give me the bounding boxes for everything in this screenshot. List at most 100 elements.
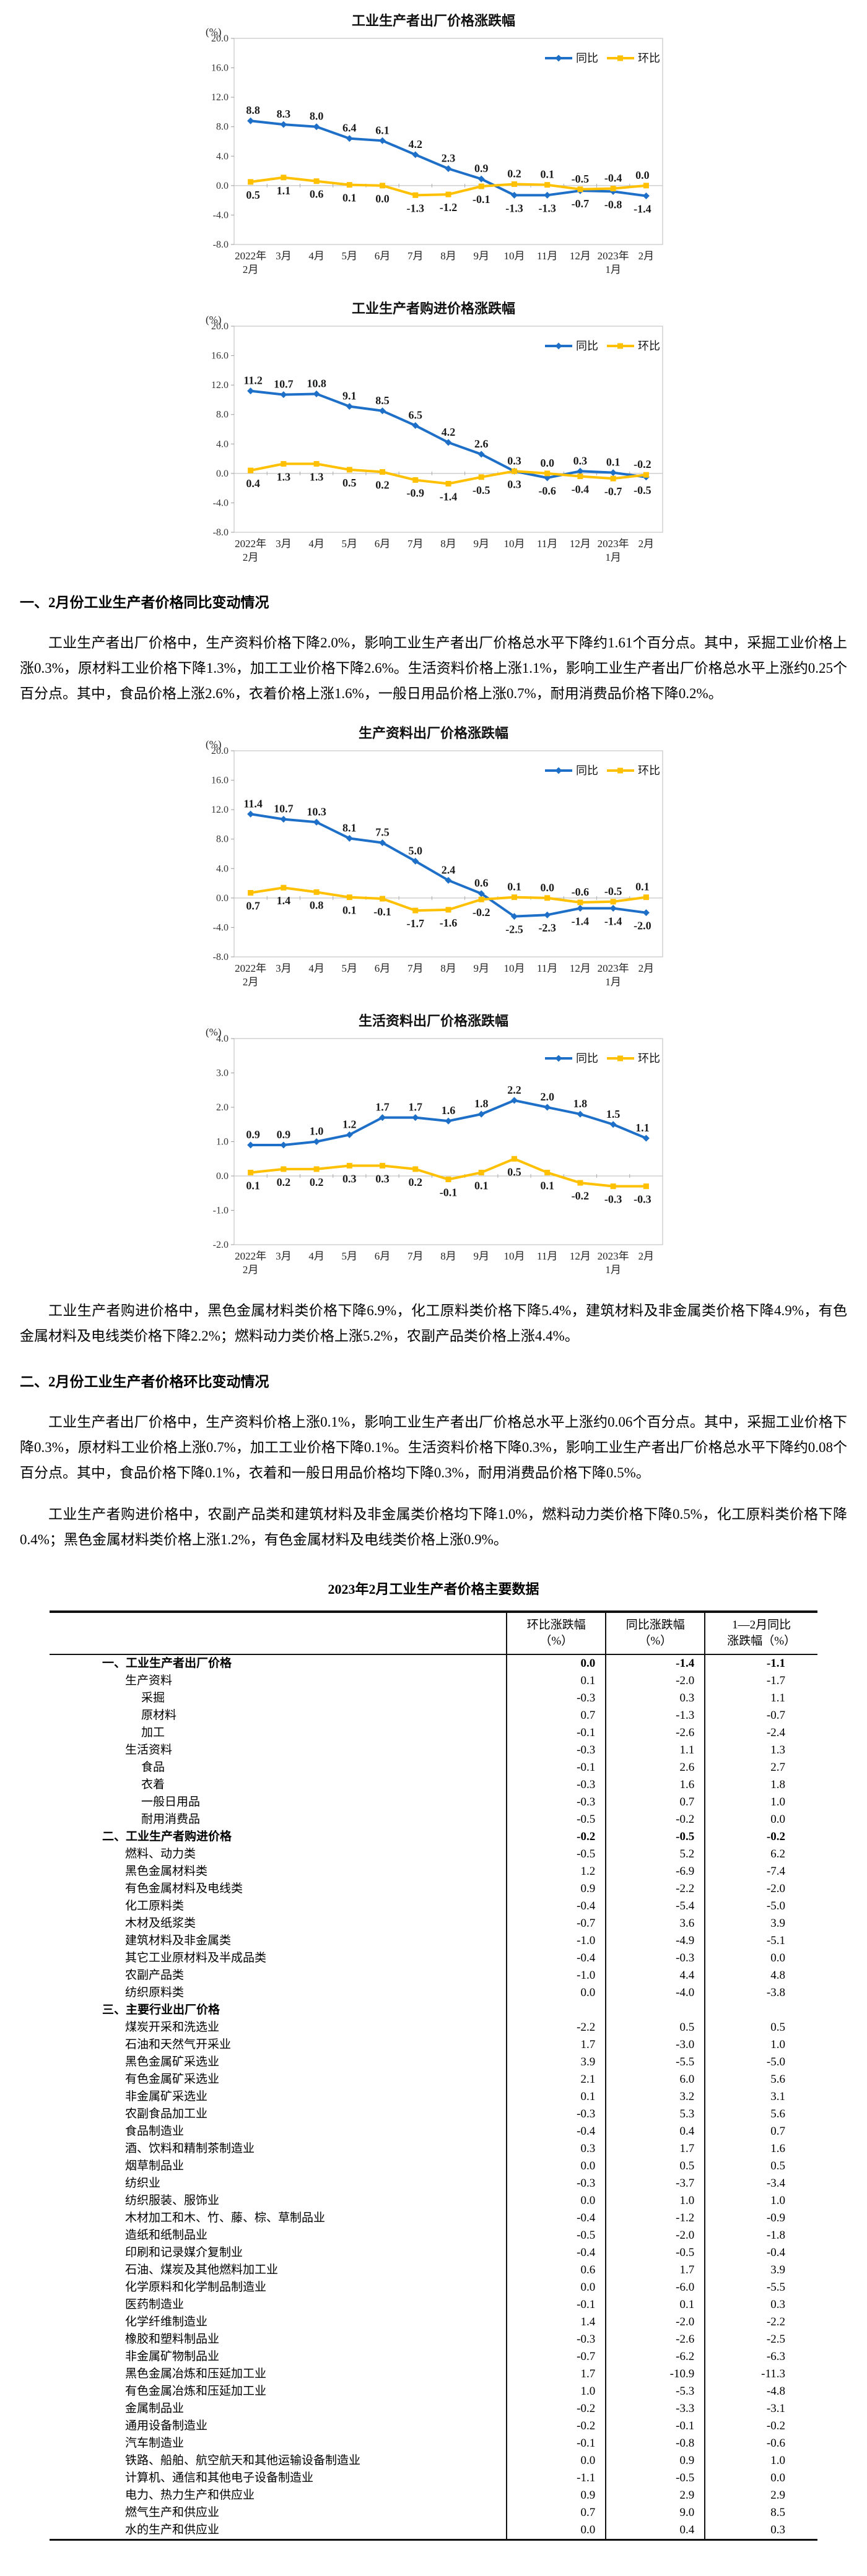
marker-diamond [247, 1141, 255, 1149]
marker-diamond [510, 913, 518, 920]
row-label: 建筑材料及非金属类 [125, 1934, 232, 1947]
data-label-环比: -1.6 [440, 917, 458, 929]
value-cell: -0.4 [506, 1898, 606, 1915]
data-label-同比: -0.5 [634, 484, 651, 496]
data-label-同比: 8.1 [342, 822, 357, 834]
data-label-环比: 0.2 [277, 1176, 291, 1188]
value-cell: -0.5 [506, 1811, 606, 1828]
row-label: 橡胶和塑料制品业 [125, 2333, 220, 2346]
value-cell: -0.2 [704, 2418, 817, 2435]
marker-diamond [247, 117, 255, 124]
chart-inner: (%) 生产资料出厂价格涨跌幅 20.0 16.0 12.0 8.0 4.0 0.0 -4.… [198, 722, 669, 994]
data-label-环比: 0.0 [635, 169, 650, 181]
row-label: 金属制品业 [125, 2402, 185, 2415]
x-tick-label: 5月 [342, 962, 358, 974]
chart-block-ppi-purchase: (%) 工业生产者购进价格涨跌幅 20.0 16.0 12.0 8.0 4.0 0.0 -4… [20, 298, 847, 569]
chart4-canvas: 4.0 3.0 2.0 1.0 0.0 -1.0 -2.0 0.9 0.9 1.0 1.2 1.7 1.… [198, 1031, 669, 1282]
row-label: 有色金属材料及电线类 [125, 1882, 243, 1895]
value-cell: -0.3 [506, 2106, 606, 2123]
marker-diamond [544, 911, 551, 918]
data-label-同比: 6.5 [409, 409, 423, 421]
value-cell: 1.8 [704, 1776, 817, 1794]
y-tick-label: 4.0 [216, 1034, 229, 1044]
value-cell: -6.9 [605, 1863, 705, 1880]
value-cell: -1.3 [605, 1707, 705, 1724]
marker-square [281, 1166, 287, 1172]
value-cell: -0.7 [704, 1707, 817, 1724]
chart3-canvas: 20.0 16.0 12.0 8.0 4.0 0.0 -4.0 -8.0 11.4 10.7 10.… [198, 743, 669, 994]
chart3-unit-label: (%) [206, 738, 222, 750]
value-cell: 1.6 [605, 1776, 705, 1794]
marker-diamond [379, 407, 386, 415]
data-label-同比: -2.0 [634, 920, 651, 932]
marker-square [248, 1169, 254, 1175]
row-label: 农副食品加工业 [125, 2107, 208, 2120]
data-label-环比: -0.2 [572, 1190, 590, 1202]
line-chart-svg: 20.0 16.0 12.0 8.0 4.0 0.0 -4.0 -8.0 11.4 10.7 10.… [211, 746, 663, 988]
table-row: 黑色金属冶炼和压延加工业 1.7 -10.9 -11.3 [50, 2366, 817, 2383]
value-cell: 0.0 [506, 2158, 606, 2175]
value-cell: 2.7 [704, 1759, 817, 1776]
value-cell: -0.7 [506, 1915, 606, 1932]
value-cell: -1.2 [605, 2210, 705, 2227]
data-label-同比: -0.6 [538, 485, 556, 497]
legend-marker-yoy [555, 54, 562, 62]
marker-diamond [609, 1121, 617, 1128]
row-label: 石油、煤炭及其他燃料加工业 [125, 2263, 279, 2276]
x-tick-label: 10月 [503, 538, 525, 550]
section2-heading: 二、2月份工业生产者价格环比变动情况 [20, 1374, 269, 1390]
data-label-环比: -0.4 [604, 172, 622, 184]
x-tick-label: 5月 [342, 250, 358, 262]
header-mom: 环比涨跌幅 （%） [506, 1612, 606, 1655]
value-cell: 0.1 [605, 2296, 705, 2314]
data-label-环比: 0.5 [246, 189, 260, 201]
x-tick-label: 11月 [537, 250, 557, 262]
data-label-同比: 5.0 [409, 844, 423, 857]
row-label: 印刷和记录媒介复制业 [125, 2246, 243, 2259]
x-tick-label: 3月 [276, 962, 292, 974]
value-cell: -1.1 [704, 1654, 817, 1672]
value-cell: 0.5 [605, 2158, 705, 2175]
table-row: 其它工业原材料及半成品类 -0.4 -0.3 0.0 [50, 1950, 817, 1967]
marker-square [313, 889, 320, 895]
value-cell: 1.7 [605, 2262, 705, 2279]
x-tick-label: 9月 [473, 962, 489, 974]
data-label-环比: 0.6 [310, 188, 324, 201]
table-row: 一般日用品 -0.3 0.7 1.0 [50, 1794, 817, 1811]
value-cell: 0.7 [506, 1707, 606, 1724]
value-cell: -0.5 [605, 2244, 705, 2262]
row-label: 一般日用品 [141, 1796, 201, 1809]
x-tick-label: 4月 [308, 538, 325, 550]
data-label-同比: -0.7 [572, 197, 590, 210]
value-cell: 3.9 [704, 2262, 817, 2279]
table-row: 燃气生产和供应业 0.7 9.0 8.5 [50, 2504, 817, 2522]
marker-square [248, 179, 254, 185]
x-tick-label: 3月 [276, 1250, 292, 1262]
marker-square [445, 191, 451, 197]
value-cell: -2.0 [605, 2227, 705, 2244]
marker-square [346, 467, 352, 473]
value-cell: -3.7 [605, 2175, 705, 2192]
row-label: 黑色金属材料类 [125, 1865, 208, 1878]
row-label: 石油和天然气开采业 [125, 2038, 232, 2051]
value-cell: 0.5 [704, 2158, 817, 2175]
value-cell: 0.7 [506, 2504, 606, 2522]
table-row: 食品制造业 -0.4 0.4 0.7 [50, 2123, 817, 2140]
chart-block-producer-goods: (%) 生产资料出厂价格涨跌幅 20.0 16.0 12.0 8.0 4.0 0.0 -4.… [20, 722, 847, 994]
data-label-环比: 0.4 [246, 477, 260, 490]
data-label-环比: 0.2 [507, 167, 521, 179]
marker-diamond [412, 1114, 419, 1122]
data-label-环比: 0.5 [507, 1165, 521, 1178]
data-label-环比: 1.3 [277, 470, 291, 483]
value-cell: -0.3 [506, 1794, 606, 1811]
value-cell: 1.0 [704, 1794, 817, 1811]
marker-square [544, 182, 551, 188]
marker-diamond [313, 1138, 320, 1145]
data-label-环比: -0.1 [373, 905, 391, 918]
value-cell: -6.0 [605, 2279, 705, 2296]
marker-diamond [642, 1135, 650, 1142]
marker-diamond [346, 403, 353, 410]
value-cell: 0.0 [704, 1811, 817, 1828]
y-tick-label: 8.0 [216, 834, 229, 845]
